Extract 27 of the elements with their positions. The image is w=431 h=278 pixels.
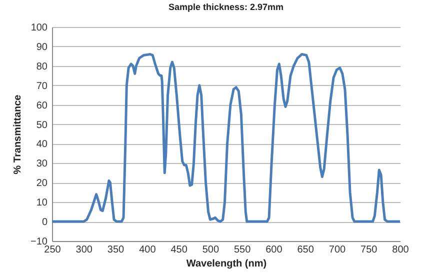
x-tick-label: 250: [44, 244, 62, 256]
x-tick-label: 400: [139, 244, 156, 256]
y-tick-label: 30: [36, 158, 48, 170]
y-tick-label: 90: [36, 42, 48, 53]
x-tick-label: 350: [107, 244, 125, 256]
x-tick-label: 300: [76, 244, 93, 256]
y-tick-label: 80: [36, 61, 48, 72]
y-tick-label: 10: [36, 198, 48, 209]
chart-title: Sample thickness: 2.97mm: [168, 2, 284, 12]
line-series: [52, 52, 400, 223]
y-tick-label: 40: [36, 139, 48, 150]
x-tick-label: 500: [202, 244, 220, 256]
x-tick-label: 550: [234, 244, 252, 256]
x-tick-label: 600: [266, 244, 283, 256]
y-tick-label: 20: [36, 178, 48, 190]
x-tick-label: 450: [170, 244, 188, 256]
x-axis-title: Wavelength (nm): [186, 258, 267, 270]
x-tick-label: 700: [328, 244, 346, 256]
x-tick-label: 650: [297, 244, 314, 256]
y-tick-label: 50: [36, 120, 48, 131]
y-tick-label: 100: [30, 22, 48, 34]
x-tick-label: 750: [360, 244, 378, 256]
y-tick-label: 60: [36, 100, 48, 112]
x-tick-label: 800: [392, 244, 410, 256]
y-tick-label: 0: [42, 217, 48, 228]
y-axis-title: % Transmittance: [12, 94, 24, 174]
y-tick-label: 70: [36, 80, 48, 92]
